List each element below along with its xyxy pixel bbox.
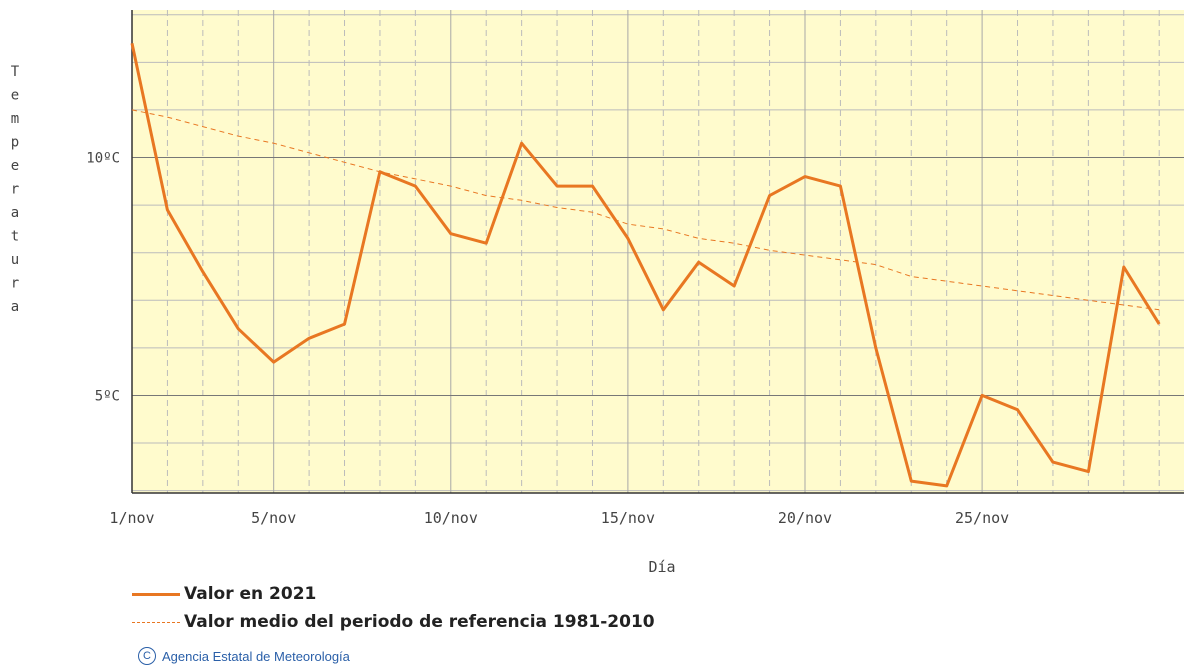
x-tick-label: 10/nov xyxy=(424,509,478,527)
x-tick-label: 25/nov xyxy=(955,509,1009,527)
y-axis-label-letter: T xyxy=(11,64,20,80)
x-tick-label: 5/nov xyxy=(251,509,296,527)
x-tick-label: 15/nov xyxy=(601,509,655,527)
series-line-reference xyxy=(131,109,1160,311)
legend-label: Valor medio del periodo de referencia 19… xyxy=(184,612,655,632)
credit[interactable]: C Agencia Estatal de Meteorología xyxy=(138,647,350,665)
legend-item-series-reference[interactable]: Valor medio del periodo de referencia 19… xyxy=(132,608,655,636)
x-axis-label: Día xyxy=(648,558,675,575)
x-tick-label: 20/nov xyxy=(778,509,832,527)
legend-label: Valor en 2021 xyxy=(184,584,317,604)
y-tick-label: 10ºC xyxy=(86,151,120,167)
y-axis-label-letter: a xyxy=(11,299,19,315)
x-tick-label: 1/nov xyxy=(109,509,154,527)
y-axis-label-letter: e xyxy=(11,158,19,174)
y-tick-label: 5ºC xyxy=(95,388,120,404)
y-axis-label-letter: t xyxy=(11,229,19,245)
plot-area xyxy=(132,10,1184,493)
y-axis-label-letter: r xyxy=(11,182,19,198)
legend-swatch-dashed xyxy=(132,621,180,623)
legend-swatch-solid xyxy=(132,592,180,596)
line-chart: 5ºC 10ºC 1/nov 5/nov 10/nov 15/nov 20/nov 25/no… xyxy=(11,10,1184,576)
y-axis-label-letter: m xyxy=(11,111,19,127)
credit-text: Agencia Estatal de Meteorología xyxy=(162,648,350,664)
y-axis-label-letter: u xyxy=(11,252,19,268)
legend-item-series-2021[interactable]: Valor en 2021 xyxy=(132,580,655,608)
series-line-2021 xyxy=(130,42,1161,488)
copyright-icon: C xyxy=(138,647,156,665)
legend: Valor en 2021 Valor medio del periodo de… xyxy=(132,580,655,636)
y-axis-label-letter: a xyxy=(11,205,19,221)
y-axis-label-letter: e xyxy=(11,88,19,104)
y-axis-label-letter: r xyxy=(11,276,19,292)
y-axis-label-letter: p xyxy=(11,135,19,151)
